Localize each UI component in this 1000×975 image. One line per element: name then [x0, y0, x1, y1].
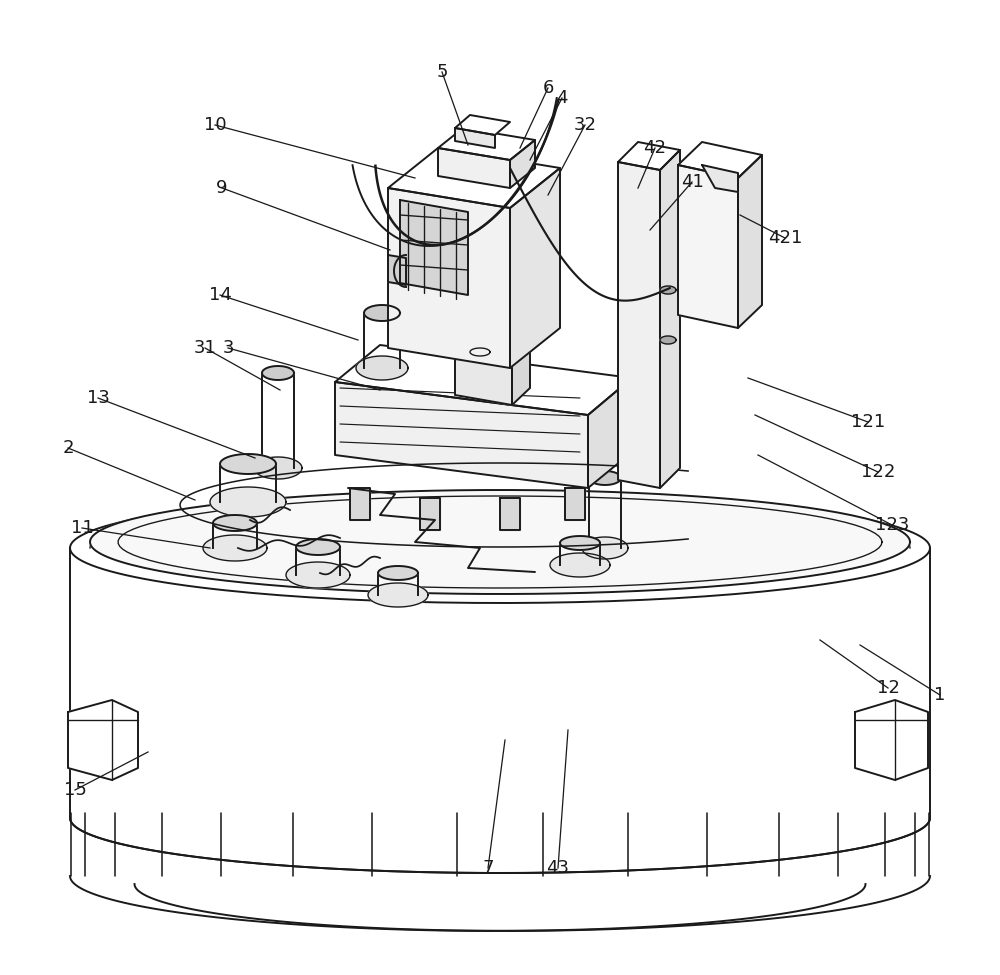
- Polygon shape: [560, 536, 600, 550]
- Polygon shape: [738, 155, 762, 328]
- Text: 11: 11: [71, 519, 93, 537]
- Text: 2: 2: [62, 439, 74, 457]
- Polygon shape: [296, 539, 340, 555]
- Text: 43: 43: [546, 859, 570, 877]
- Polygon shape: [438, 148, 510, 188]
- Text: 121: 121: [851, 413, 885, 431]
- Text: 31: 31: [194, 339, 216, 357]
- Polygon shape: [618, 162, 660, 488]
- Text: 10: 10: [204, 116, 226, 134]
- Text: 4: 4: [556, 89, 568, 107]
- Polygon shape: [350, 488, 370, 520]
- Polygon shape: [455, 128, 495, 148]
- Text: 32: 32: [574, 116, 596, 134]
- Polygon shape: [213, 515, 257, 531]
- Polygon shape: [660, 286, 676, 294]
- Polygon shape: [262, 366, 294, 380]
- Text: 3: 3: [222, 339, 234, 357]
- Text: 1: 1: [934, 686, 946, 704]
- Polygon shape: [588, 378, 632, 488]
- Polygon shape: [500, 498, 520, 530]
- Polygon shape: [855, 700, 928, 780]
- Polygon shape: [510, 140, 535, 188]
- Polygon shape: [335, 382, 588, 488]
- Text: 15: 15: [64, 781, 86, 799]
- Polygon shape: [702, 165, 738, 192]
- Polygon shape: [510, 168, 560, 368]
- Text: 13: 13: [87, 389, 109, 407]
- Polygon shape: [286, 562, 350, 588]
- Polygon shape: [512, 348, 530, 405]
- Polygon shape: [470, 348, 490, 356]
- Polygon shape: [254, 457, 302, 479]
- Polygon shape: [364, 305, 400, 321]
- Polygon shape: [90, 490, 910, 594]
- Text: 7: 7: [482, 859, 494, 877]
- Text: 421: 421: [768, 229, 802, 247]
- Polygon shape: [388, 148, 560, 208]
- Polygon shape: [220, 454, 276, 474]
- Polygon shape: [203, 535, 267, 561]
- Polygon shape: [660, 336, 676, 344]
- Polygon shape: [335, 345, 632, 415]
- Text: 41: 41: [681, 173, 703, 191]
- Polygon shape: [378, 566, 418, 580]
- Polygon shape: [550, 553, 610, 577]
- Polygon shape: [565, 488, 585, 520]
- Polygon shape: [368, 583, 428, 607]
- Polygon shape: [388, 255, 406, 285]
- Polygon shape: [70, 548, 930, 873]
- Polygon shape: [678, 165, 738, 328]
- Text: 122: 122: [861, 463, 895, 481]
- Text: 5: 5: [436, 63, 448, 81]
- Polygon shape: [589, 471, 621, 485]
- Polygon shape: [210, 487, 286, 517]
- Polygon shape: [678, 142, 762, 178]
- Text: 6: 6: [542, 79, 554, 97]
- Polygon shape: [455, 115, 510, 135]
- Text: 42: 42: [644, 139, 666, 157]
- Polygon shape: [455, 355, 512, 405]
- Polygon shape: [400, 200, 468, 295]
- Polygon shape: [388, 188, 510, 368]
- Polygon shape: [420, 498, 440, 530]
- Polygon shape: [455, 338, 530, 365]
- Polygon shape: [618, 142, 680, 170]
- Polygon shape: [462, 344, 498, 360]
- Polygon shape: [660, 150, 680, 488]
- Text: 123: 123: [875, 516, 909, 534]
- Text: 9: 9: [216, 179, 228, 197]
- Polygon shape: [68, 700, 138, 780]
- Text: 12: 12: [877, 679, 899, 697]
- Polygon shape: [582, 537, 628, 559]
- Text: 14: 14: [209, 286, 231, 304]
- Polygon shape: [438, 128, 535, 160]
- Polygon shape: [356, 356, 408, 380]
